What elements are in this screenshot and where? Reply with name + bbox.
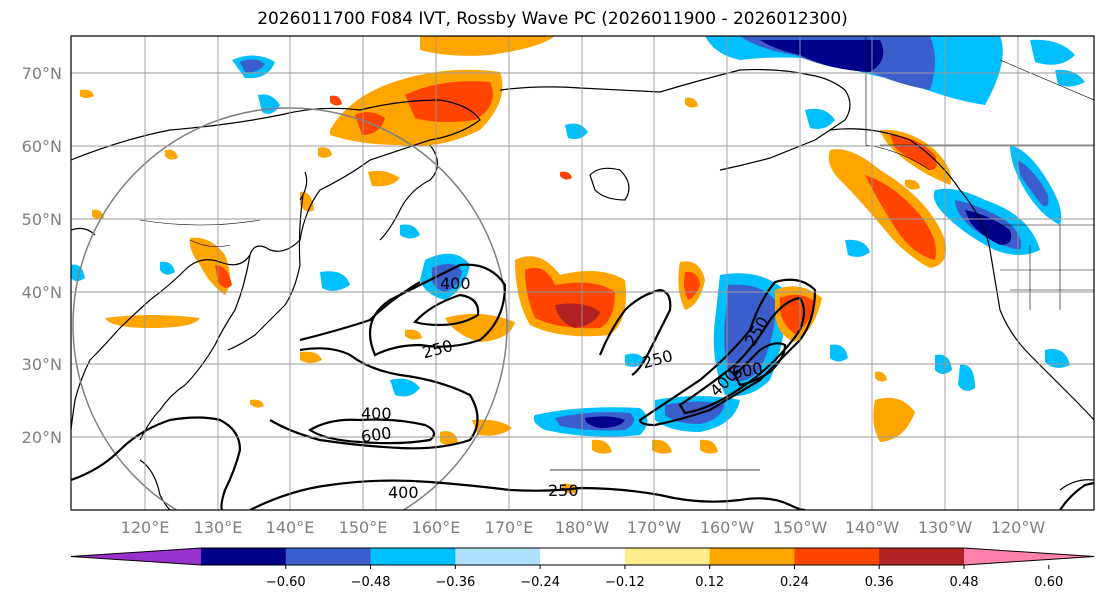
colorbar-tick-label: 0.60 bbox=[1034, 575, 1063, 590]
lon-label-160w: 160°W bbox=[700, 518, 755, 537]
lon-label-130e: 130°E bbox=[194, 518, 243, 537]
lon-label-150e: 150°E bbox=[339, 518, 388, 537]
lon-label-170e: 170°E bbox=[485, 518, 534, 537]
colorbar-extend-max bbox=[964, 548, 1094, 565]
lon-label-180w: 180°W bbox=[555, 518, 610, 537]
lon-label-140e: 140°E bbox=[266, 518, 315, 537]
colorbar-tick-label: −0.60 bbox=[266, 575, 306, 590]
colorbar-bin bbox=[624, 548, 711, 565]
lon-label-120w: 120°W bbox=[991, 518, 1046, 537]
colorbar-bin bbox=[540, 548, 626, 565]
lat-label-30n: 30°N bbox=[22, 355, 62, 374]
colorbar-extend-min bbox=[71, 548, 201, 565]
lon-label-140w: 140°W bbox=[845, 518, 900, 537]
contour-label-400-west: 400 bbox=[440, 274, 471, 293]
lat-label-50n: 50°N bbox=[22, 210, 62, 229]
colorbar-tick-label: 0.12 bbox=[695, 575, 724, 590]
contour-label-400-bottom: 400 bbox=[388, 483, 419, 502]
colorbar-tick-label: 0.48 bbox=[950, 575, 979, 590]
lon-label-170w: 170°W bbox=[627, 518, 682, 537]
negative-anomaly-shading bbox=[71, 36, 1085, 437]
coastlines bbox=[71, 68, 1094, 510]
colorbar-tick-label: −0.48 bbox=[351, 575, 391, 590]
colorbar-tick-label: 0.24 bbox=[780, 575, 809, 590]
longitude-labels: 120°E 130°E 140°E 150°E 160°E 170°E 180°… bbox=[121, 518, 1046, 537]
colorbar-tick-label: −0.36 bbox=[435, 575, 475, 590]
lat-label-70n: 70°N bbox=[22, 64, 62, 83]
lon-label-120e: 120°E bbox=[121, 518, 170, 537]
political-borders bbox=[139, 36, 1094, 310]
colorbar-bin bbox=[370, 548, 456, 565]
map-frame bbox=[70, 35, 1095, 511]
colorbar-outline bbox=[70, 547, 1095, 566]
colorbar-bin bbox=[201, 548, 287, 565]
colorbar-bin bbox=[285, 548, 372, 565]
colorbar-tick-label: 0.36 bbox=[865, 575, 894, 590]
colorbar-tick-label: −0.24 bbox=[520, 575, 560, 590]
contour-label-250-bottom: 250 bbox=[548, 481, 579, 500]
colorbar-bin bbox=[709, 548, 795, 565]
graticule bbox=[71, 36, 1094, 510]
contour-label-600-south: 600 bbox=[360, 423, 393, 446]
colorbar-bin bbox=[879, 548, 965, 565]
colorbar-tick-label: −0.12 bbox=[605, 575, 645, 590]
colorbar-bin bbox=[794, 548, 880, 565]
lon-label-130w: 130°W bbox=[918, 518, 973, 537]
lon-label-150w: 150°W bbox=[773, 518, 828, 537]
latitude-labels: 70°N 60°N 50°N 40°N 30°N 20°N bbox=[22, 64, 62, 447]
lat-label-60n: 60°N bbox=[22, 137, 62, 156]
map-title: 2026011700 F084 IVT, Rossby Wave PC (202… bbox=[257, 9, 848, 29]
ivt-contours bbox=[71, 263, 1094, 510]
lon-label-160e: 160°E bbox=[412, 518, 461, 537]
lat-label-40n: 40°N bbox=[22, 283, 62, 302]
contour-label-400-south: 400 bbox=[361, 404, 392, 423]
colorbar-bin bbox=[455, 548, 541, 565]
positive-anomaly-shading bbox=[80, 36, 951, 494]
lat-label-20n: 20°N bbox=[22, 428, 62, 447]
colorbar: −0.60 −0.48 −0.36 −0.24 −0.12 0.12 0.24 0.36 0.4… bbox=[70, 547, 1095, 590]
